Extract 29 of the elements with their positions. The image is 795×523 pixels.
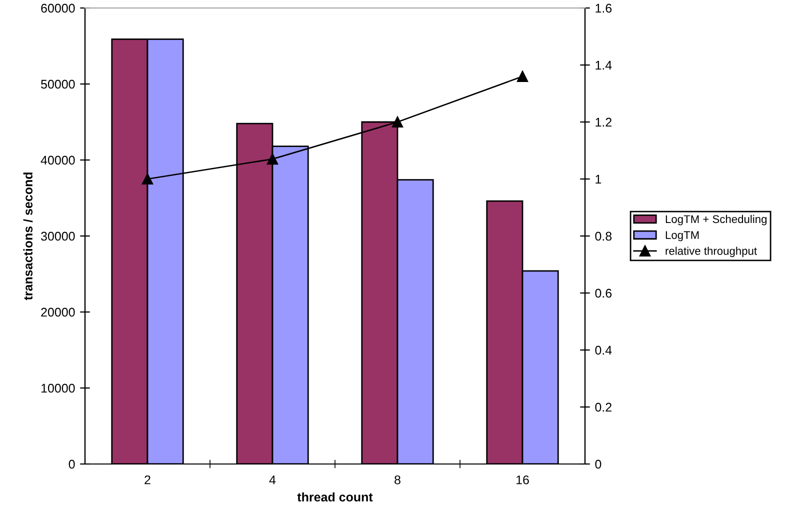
y2-tick-label: 0.2 — [595, 402, 612, 412]
y2-tick-label: 1.2 — [596, 118, 612, 127]
point — [142, 173, 154, 185]
y-tick-label: 20000 — [41, 308, 75, 317]
legend-label: LogTM + Scheduling — [666, 214, 767, 226]
x-axis-title: thread count — [297, 492, 373, 502]
point — [266, 153, 278, 165]
legend-label: LogTM — [666, 231, 699, 242]
point — [516, 70, 528, 82]
y-tick-label: 60000 — [41, 4, 75, 13]
y2-tick-label: 0.4 — [595, 346, 612, 355]
x-tick-label: 4 — [269, 476, 276, 484]
y-axis-title: transactions / second — [23, 172, 33, 300]
y-tick-label: 10000 — [41, 384, 75, 393]
y2-tick-label: 0.6 — [595, 288, 612, 298]
y2-tick-label: 1.4 — [596, 60, 612, 70]
y2-tick-label: 1 — [596, 174, 602, 184]
y2-tick-label: 1.6 — [596, 4, 612, 13]
point — [392, 116, 404, 128]
legend-label: relative throughput — [666, 246, 757, 258]
y-tick-label: 0 — [68, 460, 75, 469]
x-tick-label: 8 — [394, 475, 400, 484]
y-tick-label: 40000 — [40, 156, 75, 165]
x-tick-label: 16 — [516, 475, 529, 484]
y-tick-label: 30000 — [41, 232, 75, 241]
y-tick-label: 50000 — [41, 80, 75, 89]
x-tick-label: 2 — [144, 475, 150, 484]
y2-tick-label: 0.8 — [595, 232, 612, 241]
y2-tick-label: 0 — [595, 460, 602, 469]
